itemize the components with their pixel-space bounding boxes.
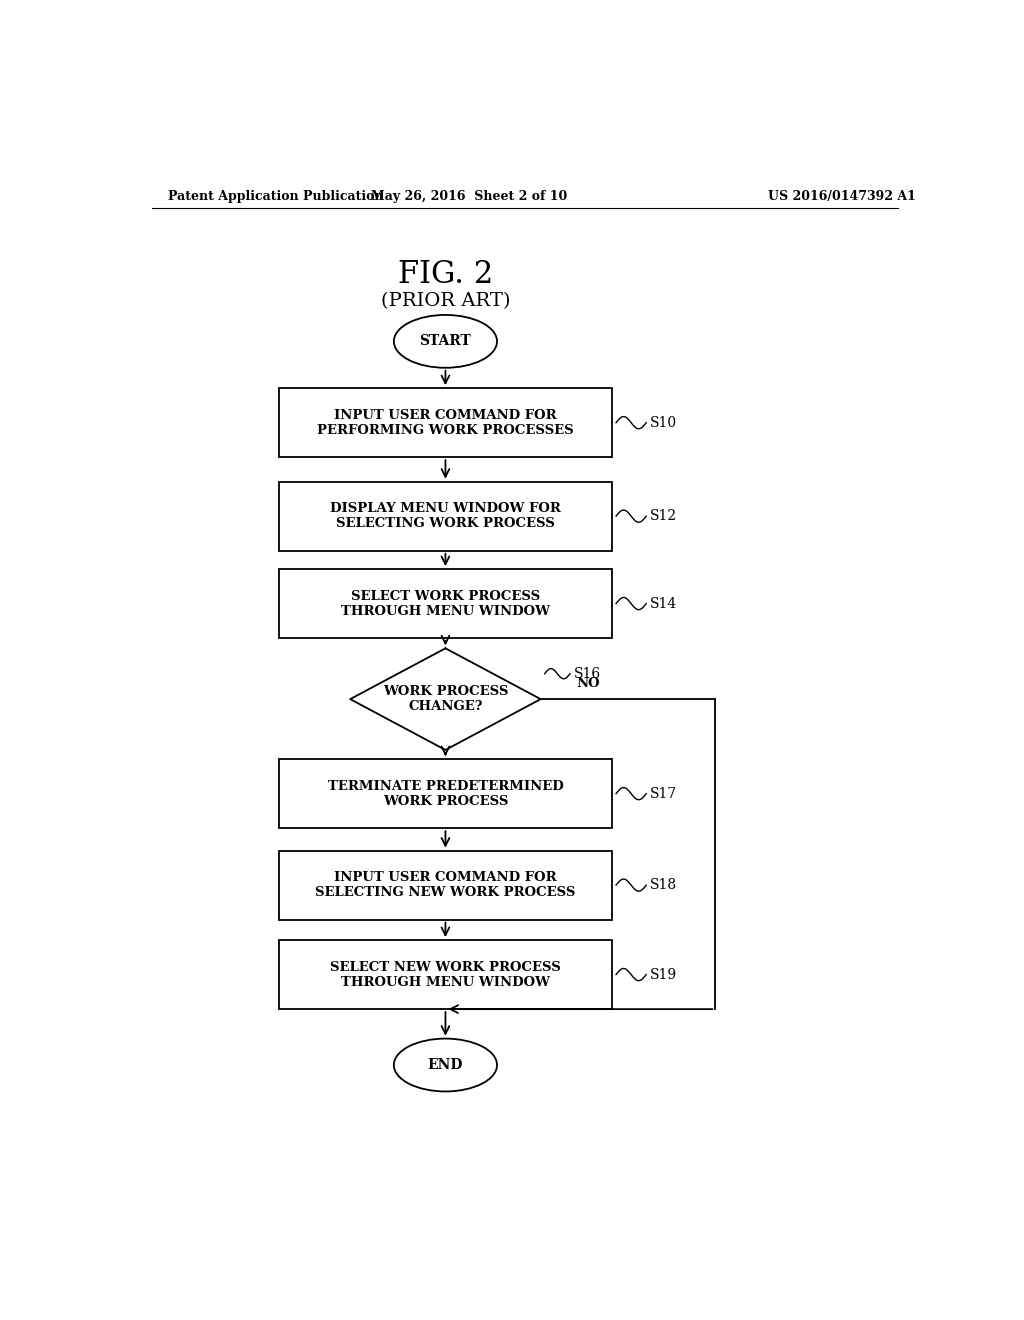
- Text: S12: S12: [650, 510, 677, 523]
- Text: NO: NO: [577, 677, 600, 690]
- FancyBboxPatch shape: [279, 850, 612, 920]
- Text: INPUT USER COMMAND FOR
SELECTING NEW WORK PROCESS: INPUT USER COMMAND FOR SELECTING NEW WOR…: [315, 871, 575, 899]
- Text: SELECT NEW WORK PROCESS
THROUGH MENU WINDOW: SELECT NEW WORK PROCESS THROUGH MENU WIN…: [330, 961, 561, 989]
- FancyBboxPatch shape: [279, 569, 612, 638]
- Text: S18: S18: [650, 878, 677, 892]
- Text: YES: YES: [458, 767, 486, 780]
- Text: WORK PROCESS
CHANGE?: WORK PROCESS CHANGE?: [383, 685, 508, 713]
- FancyBboxPatch shape: [279, 388, 612, 457]
- Text: S14: S14: [650, 597, 678, 611]
- Text: Patent Application Publication: Patent Application Publication: [168, 190, 383, 202]
- Text: DISPLAY MENU WINDOW FOR
SELECTING WORK PROCESS: DISPLAY MENU WINDOW FOR SELECTING WORK P…: [330, 502, 561, 531]
- Text: US 2016/0147392 A1: US 2016/0147392 A1: [768, 190, 916, 202]
- Text: S17: S17: [650, 787, 678, 801]
- Text: TERMINATE PREDETERMINED
WORK PROCESS: TERMINATE PREDETERMINED WORK PROCESS: [328, 780, 563, 808]
- Text: S19: S19: [650, 968, 677, 982]
- Text: (PRIOR ART): (PRIOR ART): [381, 292, 510, 310]
- Text: S10: S10: [650, 416, 677, 430]
- FancyBboxPatch shape: [279, 940, 612, 1008]
- Ellipse shape: [394, 315, 497, 368]
- FancyBboxPatch shape: [279, 482, 612, 550]
- Text: FIG. 2: FIG. 2: [397, 259, 494, 290]
- Text: May 26, 2016  Sheet 2 of 10: May 26, 2016 Sheet 2 of 10: [371, 190, 567, 202]
- Text: INPUT USER COMMAND FOR
PERFORMING WORK PROCESSES: INPUT USER COMMAND FOR PERFORMING WORK P…: [317, 409, 573, 437]
- Text: S16: S16: [574, 667, 601, 681]
- Text: END: END: [428, 1059, 463, 1072]
- Ellipse shape: [394, 1039, 497, 1092]
- Text: START: START: [420, 334, 471, 348]
- FancyBboxPatch shape: [279, 759, 612, 828]
- Text: SELECT WORK PROCESS
THROUGH MENU WINDOW: SELECT WORK PROCESS THROUGH MENU WINDOW: [341, 590, 550, 618]
